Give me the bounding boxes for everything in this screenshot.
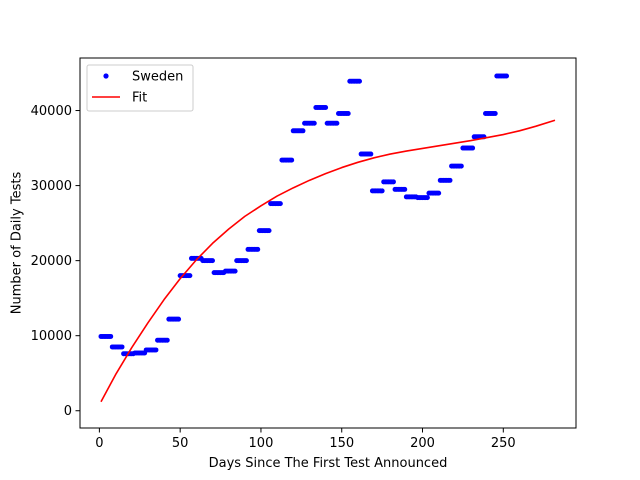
legend-marker-sweden [103, 73, 109, 79]
data-point-sweden [402, 186, 408, 192]
data-point-sweden [209, 258, 215, 264]
axes: 0 50 100 150 200 250 0 10000 20000 30000 40000 [31, 57, 577, 451]
y-tick-label: 0 [64, 404, 72, 419]
axes-frame [79, 57, 577, 429]
data-point-sweden [187, 273, 193, 279]
data-point-sweden [436, 190, 442, 196]
legend: Sweden Fit [86, 64, 194, 112]
x-tick-label: 200 [410, 436, 435, 451]
data-point-sweden [492, 111, 498, 117]
x-tick-label: 150 [329, 436, 354, 451]
series-line-fit [100, 119, 556, 403]
data-point-sweden [334, 120, 340, 126]
data-point-sweden [119, 344, 125, 350]
plot-area [98, 73, 556, 403]
data-point-sweden [300, 128, 306, 134]
data-point-sweden [289, 157, 295, 163]
data-point-sweden [470, 145, 476, 151]
data-point-sweden [323, 105, 329, 111]
data-point-sweden [368, 151, 374, 157]
y-axis-label: Number of Daily Tests [10, 172, 25, 315]
data-point-sweden [108, 333, 114, 339]
x-tick-label: 100 [249, 436, 274, 451]
data-point-sweden [277, 201, 283, 207]
data-point-sweden [255, 246, 261, 252]
y-tick-label: 40000 [31, 104, 72, 119]
legend-label-fit: Fit [132, 91, 147, 106]
data-point-sweden [424, 195, 430, 201]
legend-label-sweden: Sweden [132, 70, 183, 85]
data-point-sweden [458, 163, 464, 169]
plot-content [98, 73, 556, 403]
x-tick-label: 50 [172, 436, 189, 451]
data-point-sweden [357, 78, 362, 84]
data-point-sweden [390, 179, 396, 185]
data-point-sweden [311, 120, 317, 126]
data-point-sweden [266, 228, 272, 234]
data-point-sweden [379, 188, 385, 194]
data-point-sweden [243, 258, 249, 264]
y-tick-label: 20000 [31, 254, 72, 269]
y-tick-label: 30000 [31, 179, 72, 194]
data-point-sweden [345, 111, 351, 117]
x-axis-label: Days Since The First Test Announced [209, 456, 448, 471]
data-point-sweden [176, 316, 182, 322]
y-tick-label: 10000 [31, 329, 72, 344]
data-point-sweden [232, 268, 238, 274]
data-point-sweden [164, 337, 170, 343]
data-point-sweden [153, 347, 159, 353]
x-tick-label: 0 [95, 436, 103, 451]
x-tick-label: 250 [491, 436, 516, 451]
data-point-sweden [504, 73, 510, 79]
legend-box [86, 64, 194, 112]
data-point-sweden [447, 177, 453, 183]
